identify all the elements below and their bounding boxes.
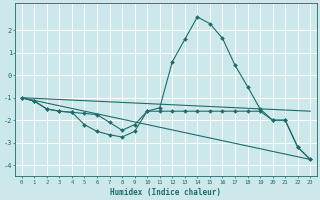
X-axis label: Humidex (Indice chaleur): Humidex (Indice chaleur) — [110, 188, 221, 197]
